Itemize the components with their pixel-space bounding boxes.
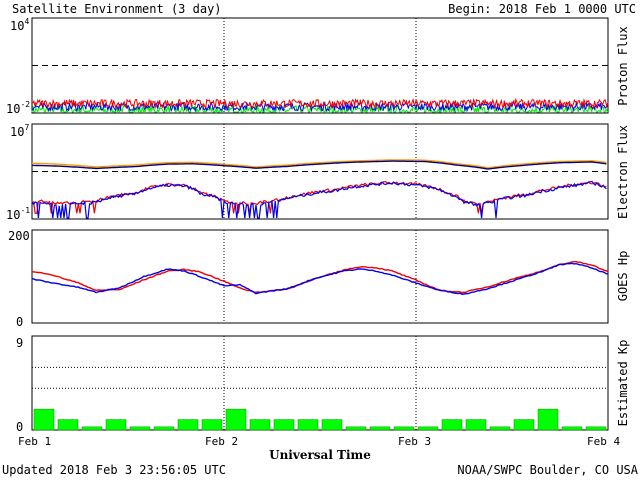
kp-bar (537, 408, 559, 431)
updated-timestamp: Updated 2018 Feb 3 23:56:05 UTC (2, 463, 226, 477)
kp-bar (393, 426, 415, 431)
kp-bar (129, 426, 151, 431)
proton-series-blue (31, 101, 609, 113)
credit-text: NOAA/SWPC Boulder, CO USA (457, 463, 638, 477)
proton-series-red (31, 97, 609, 110)
kp-bar (81, 426, 103, 431)
x-tick-label: Feb 2 (205, 435, 238, 448)
y-axis-label: GOES Hp (616, 251, 630, 302)
y-axis-label: Estimated Kp (616, 340, 630, 427)
kp-bar (369, 426, 391, 431)
kp-bar (585, 426, 607, 431)
kp-bar (513, 419, 535, 431)
panel-frame (31, 123, 609, 220)
y-tick-label: 104 (10, 17, 29, 33)
begin-time: Begin: 2018 Feb 1 0000 UTC (448, 2, 636, 16)
y-tick-label: 10-2 (6, 100, 30, 116)
y-tick-label: 9 (16, 336, 23, 350)
electron-series-blue (31, 180, 607, 219)
kp-bar (321, 419, 343, 431)
kp-bar (273, 419, 295, 431)
kp-bar (465, 419, 487, 431)
goes-hp-series-blue (31, 262, 609, 296)
y-tick-label: 0 (16, 315, 23, 329)
x-tick-label: Feb 1 (18, 435, 51, 448)
panel-frame (31, 335, 609, 431)
kp-bar (153, 426, 175, 431)
kp-bar (561, 426, 583, 431)
x-tick-label: Feb 3 (398, 435, 431, 448)
y-tick-label: 0 (16, 420, 23, 434)
y-axis-label: Electron Flux (616, 125, 630, 219)
electron-series-navy (31, 160, 607, 170)
electron-series-orange (31, 159, 607, 169)
kp-bar (345, 426, 367, 431)
x-tick-label: Feb 4 (587, 435, 620, 448)
kp-bar (177, 419, 199, 431)
y-axis-label: Proton Flux (616, 26, 630, 105)
y-tick-label: 10-1 (6, 206, 30, 222)
kp-bar (225, 408, 247, 431)
x-axis-label: Universal Time (269, 448, 371, 462)
proton-flux-panel: 104 10-2 Proton Flux (6, 17, 630, 116)
kp-panel: 9 0 Estimated Kp (16, 335, 630, 434)
kp-bar (57, 419, 79, 431)
goes-hp-panel: 200 0 GOES Hp (8, 229, 630, 329)
kp-bar (33, 408, 55, 431)
kp-bar (489, 426, 511, 431)
kp-bar (417, 426, 439, 431)
y-tick-label: 107 (10, 123, 29, 139)
kp-bar (201, 419, 223, 431)
plot-title: Satellite Environment (3 day) (12, 2, 222, 16)
kp-bar (105, 419, 127, 431)
y-tick-label: 200 (8, 229, 30, 243)
panel-frame (31, 17, 609, 114)
panel-frame (31, 229, 609, 324)
kp-bar (249, 419, 271, 431)
electron-flux-panel: 107 10-1 Electron Flux (6, 123, 630, 222)
kp-bar (297, 419, 319, 431)
kp-bar (441, 419, 463, 431)
